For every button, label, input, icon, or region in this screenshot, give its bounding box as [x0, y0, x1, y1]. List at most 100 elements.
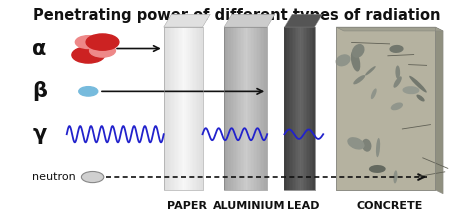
Polygon shape	[183, 27, 184, 190]
Circle shape	[90, 44, 116, 57]
Polygon shape	[255, 27, 257, 190]
Polygon shape	[253, 27, 254, 190]
Polygon shape	[164, 14, 210, 27]
Polygon shape	[193, 27, 195, 190]
Polygon shape	[295, 27, 297, 190]
Polygon shape	[302, 27, 304, 190]
Polygon shape	[264, 27, 266, 190]
Polygon shape	[251, 27, 253, 190]
Polygon shape	[435, 27, 443, 194]
Ellipse shape	[402, 86, 419, 94]
Polygon shape	[182, 27, 183, 190]
Polygon shape	[313, 27, 315, 190]
Polygon shape	[174, 27, 175, 190]
Polygon shape	[237, 27, 238, 190]
Polygon shape	[238, 27, 240, 190]
Polygon shape	[184, 27, 186, 190]
Text: Penetrating power of different types of radiation: Penetrating power of different types of …	[33, 8, 441, 23]
Circle shape	[86, 34, 119, 50]
Polygon shape	[310, 27, 311, 190]
Polygon shape	[165, 27, 166, 190]
Polygon shape	[301, 27, 302, 190]
Polygon shape	[226, 27, 227, 190]
Polygon shape	[234, 27, 236, 190]
Polygon shape	[195, 27, 196, 190]
Text: CONCRETE: CONCRETE	[356, 201, 423, 211]
Polygon shape	[172, 27, 173, 190]
Polygon shape	[284, 14, 322, 27]
Ellipse shape	[336, 54, 351, 66]
Polygon shape	[254, 27, 255, 190]
Polygon shape	[287, 27, 289, 190]
Polygon shape	[178, 27, 179, 190]
Ellipse shape	[371, 88, 377, 99]
Ellipse shape	[409, 76, 427, 93]
Polygon shape	[284, 27, 286, 190]
Polygon shape	[311, 27, 313, 190]
Ellipse shape	[417, 95, 425, 102]
Polygon shape	[300, 27, 301, 190]
Polygon shape	[306, 27, 307, 190]
Ellipse shape	[365, 66, 376, 76]
Polygon shape	[291, 27, 292, 190]
Ellipse shape	[393, 76, 402, 88]
Polygon shape	[307, 27, 309, 190]
Polygon shape	[262, 27, 263, 190]
Polygon shape	[200, 27, 201, 190]
Polygon shape	[336, 27, 443, 31]
Polygon shape	[250, 27, 251, 190]
Ellipse shape	[353, 75, 365, 84]
Polygon shape	[186, 27, 187, 190]
Ellipse shape	[369, 165, 386, 173]
Polygon shape	[227, 27, 228, 190]
Polygon shape	[309, 27, 310, 190]
Polygon shape	[233, 27, 234, 190]
Circle shape	[75, 36, 101, 49]
Polygon shape	[201, 27, 202, 190]
Polygon shape	[199, 27, 200, 190]
Polygon shape	[224, 14, 275, 27]
Ellipse shape	[391, 102, 403, 110]
Ellipse shape	[362, 139, 372, 152]
Polygon shape	[187, 27, 188, 190]
Circle shape	[79, 87, 98, 96]
Polygon shape	[191, 27, 192, 190]
Polygon shape	[297, 27, 298, 190]
Circle shape	[72, 47, 105, 63]
Polygon shape	[304, 27, 306, 190]
Polygon shape	[177, 27, 178, 190]
Circle shape	[82, 171, 104, 183]
Polygon shape	[179, 27, 181, 190]
Polygon shape	[196, 27, 197, 190]
Text: LEAD: LEAD	[287, 201, 319, 211]
Text: α: α	[32, 39, 46, 59]
Polygon shape	[247, 27, 248, 190]
Polygon shape	[231, 27, 233, 190]
Ellipse shape	[376, 138, 380, 157]
Text: β: β	[32, 81, 47, 101]
Polygon shape	[164, 27, 165, 190]
Polygon shape	[230, 27, 231, 190]
Ellipse shape	[389, 45, 404, 53]
Polygon shape	[197, 27, 199, 190]
Text: ALUMINIUM: ALUMINIUM	[213, 201, 286, 211]
Ellipse shape	[351, 51, 360, 72]
Ellipse shape	[395, 66, 400, 79]
Polygon shape	[190, 27, 191, 190]
Polygon shape	[286, 27, 287, 190]
Polygon shape	[260, 27, 262, 190]
Polygon shape	[293, 27, 295, 190]
Polygon shape	[241, 27, 243, 190]
Text: PAPER: PAPER	[167, 201, 207, 211]
Polygon shape	[243, 27, 244, 190]
Polygon shape	[181, 27, 182, 190]
Polygon shape	[244, 27, 246, 190]
Ellipse shape	[347, 137, 365, 150]
Polygon shape	[173, 27, 174, 190]
Polygon shape	[224, 27, 226, 190]
Ellipse shape	[352, 44, 365, 58]
Polygon shape	[258, 27, 260, 190]
Polygon shape	[170, 27, 172, 190]
Polygon shape	[188, 27, 190, 190]
Polygon shape	[292, 27, 293, 190]
